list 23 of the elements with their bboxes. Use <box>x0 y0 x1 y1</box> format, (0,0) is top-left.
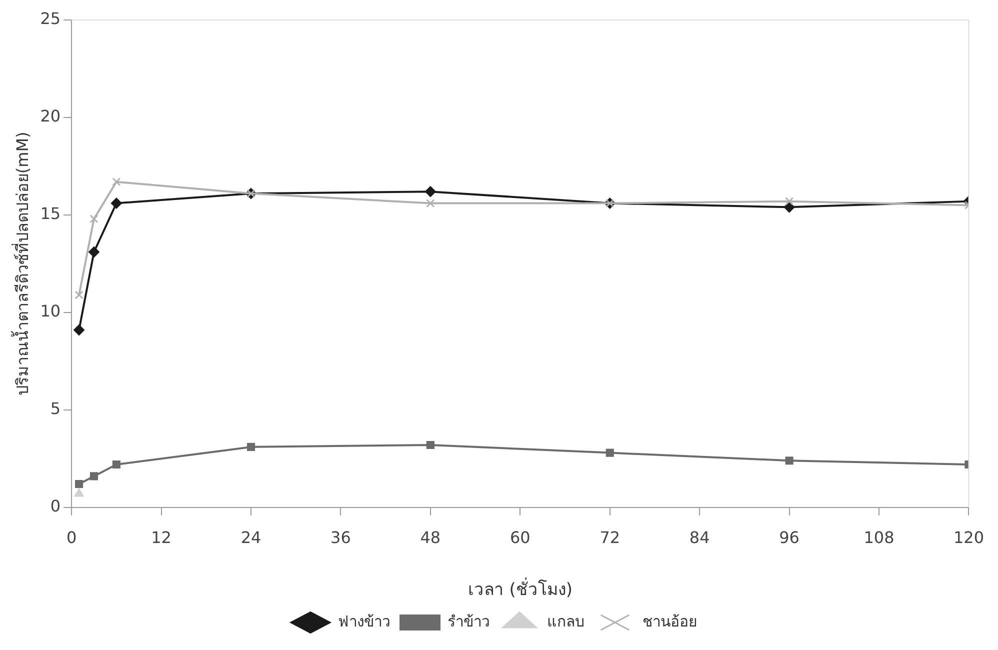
x-tick-label: 12 <box>151 528 172 548</box>
x-tick-label: 120 <box>953 528 984 548</box>
y-axis-title: ปริมาณน้ำตาลรีดิวซ์ที่ปลดปล่อย(mM) <box>10 132 32 396</box>
y-tick-label: 20 <box>40 106 61 126</box>
x-tick-label: 108 <box>864 528 894 548</box>
y-tick-label: 0 <box>50 496 61 516</box>
x-tick-label: 48 <box>420 528 441 548</box>
x-axis-title: เวลา (ชั่วโมง) <box>468 577 572 600</box>
legend-label: ชานอ้อย <box>642 612 698 630</box>
x-tick-label: 60 <box>510 528 530 548</box>
x-tick-label: 72 <box>600 528 620 548</box>
x-tick-label: 96 <box>779 528 800 548</box>
y-tick-label: 15 <box>40 204 61 224</box>
legend-label: แกลบ <box>547 612 585 630</box>
y-tick-label: 5 <box>50 399 61 418</box>
x-tick-label: 0 <box>66 528 77 548</box>
x-tick-label: 24 <box>240 528 262 548</box>
y-tick-label: 10 <box>40 302 61 321</box>
legend-label: รำข้าว <box>448 612 490 630</box>
x-tick-label: 84 <box>689 528 710 548</box>
x-tick-label: 36 <box>330 528 351 548</box>
legend-label: ฟางข้าว <box>338 612 390 630</box>
y-tick-label: 25 <box>40 9 61 28</box>
